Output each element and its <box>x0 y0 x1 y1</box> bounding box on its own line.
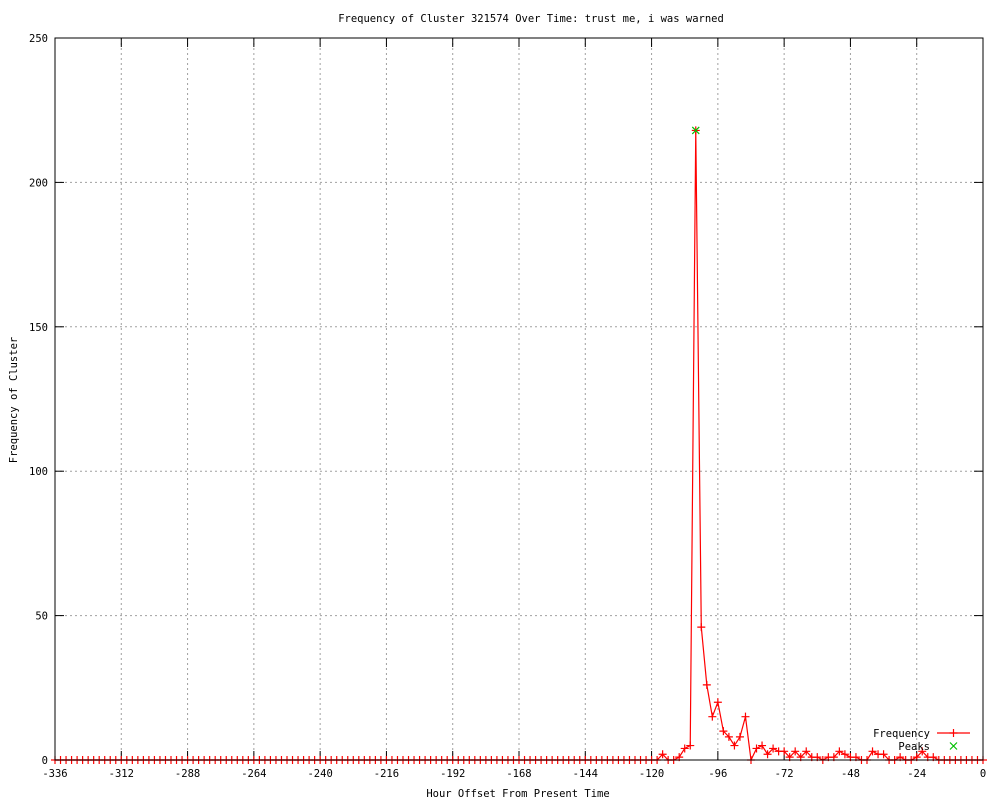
y-tick-label: 250 <box>29 33 48 45</box>
frequency-point <box>868 747 877 756</box>
frequency-point <box>686 741 695 750</box>
x-tick-label: 0 <box>980 768 986 780</box>
frequency-point <box>719 727 728 736</box>
frequency-point <box>658 750 667 759</box>
axis-ticks: -336 -312 -288 -264 -240 -216 -192 -168 -144 -120… <box>29 33 986 780</box>
frequency-point <box>697 623 706 632</box>
frequency-point <box>724 732 733 741</box>
frequency-point <box>680 744 689 753</box>
legend-marker-peaks <box>949 742 958 750</box>
frequency-point <box>730 741 739 750</box>
frequency-point <box>708 712 717 721</box>
x-tick-label: -120 <box>639 768 664 780</box>
y-tick-label: 200 <box>29 177 48 189</box>
x-tick-label: -144 <box>573 768 598 780</box>
legend-marker-frequency <box>949 729 958 737</box>
frequency-point <box>840 750 849 759</box>
peak-point <box>691 126 700 135</box>
plot-border <box>54 37 984 761</box>
y-tick-label: 0 <box>42 755 48 767</box>
x-tick-label: -336 <box>42 768 67 780</box>
x-tick-label: -48 <box>841 768 860 780</box>
frequency-point <box>741 712 750 721</box>
frequency-point <box>835 747 844 756</box>
x-tick-label: -216 <box>374 768 399 780</box>
frequency-point <box>769 744 778 753</box>
x-tick-label: -288 <box>175 768 200 780</box>
x-tick-label: -312 <box>109 768 134 780</box>
legend-label-frequency: Frequency <box>873 728 930 740</box>
frequency-point <box>752 744 761 753</box>
frequency-point <box>763 750 772 759</box>
frequency-point <box>713 698 722 707</box>
frequency-point <box>791 747 800 756</box>
legend: Frequency Peaks <box>873 728 970 753</box>
frequency-point <box>918 747 927 756</box>
x-tick-label: -96 <box>708 768 727 780</box>
frequency-point <box>780 747 789 756</box>
frequency-point <box>735 732 744 741</box>
grid <box>55 38 983 760</box>
x-axis-label: Hour Offset From Present Time <box>426 788 609 800</box>
x-tick-label: -72 <box>775 768 794 780</box>
legend-label-peaks: Peaks <box>898 741 930 753</box>
x-tick-label: -264 <box>241 768 266 780</box>
y-tick-label: 100 <box>29 466 48 478</box>
y-axis-label: Frequency of Cluster <box>8 337 20 463</box>
x-tick-label: -168 <box>506 768 531 780</box>
frequency-point <box>758 741 767 750</box>
x-tick-label: -192 <box>440 768 465 780</box>
y-tick-label: 150 <box>29 322 48 334</box>
frequency-point <box>702 680 711 689</box>
frequency-point <box>802 747 811 756</box>
y-tick-label: 50 <box>35 611 48 623</box>
x-tick-label: -24 <box>907 768 926 780</box>
x-tick-label: -240 <box>307 768 332 780</box>
chart-title: Frequency of Cluster 321574 Over Time: t… <box>338 13 724 25</box>
frequency-point <box>879 750 888 759</box>
